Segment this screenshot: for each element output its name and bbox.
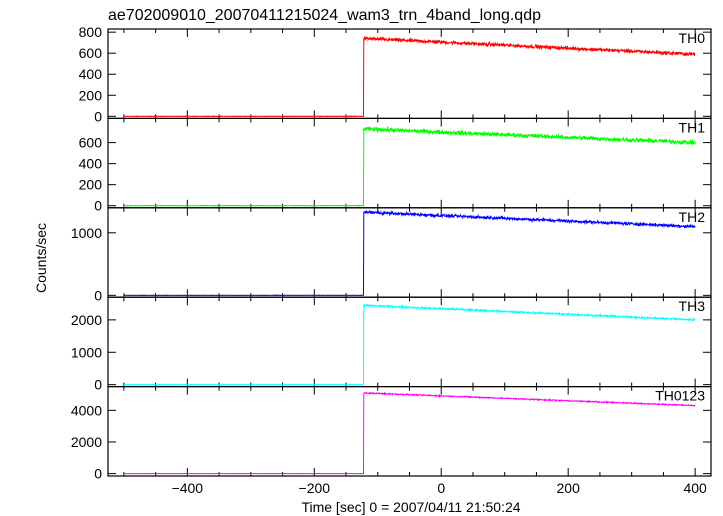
panel-frame [107, 386, 712, 477]
y-tick-label: 400 [79, 66, 103, 82]
series-line-th0123 [123, 391, 696, 475]
series-line-th3 [123, 303, 696, 386]
series-line-th2 [123, 209, 696, 297]
y-tick-label: 1000 [71, 344, 102, 360]
panels-group: 0 200 400 600 800 TH0 0 200 400 600 TH1 0 1000 TH2 0 10… [71, 24, 712, 496]
y-tick-label: 200 [79, 177, 103, 193]
y-tick-label: 0 [94, 377, 102, 393]
x-tick-label: 200 [557, 480, 581, 496]
y-tick-label: 2000 [71, 434, 102, 450]
y-tick-label: 0 [94, 287, 102, 303]
panel-th2: 0 1000 TH2 [71, 207, 712, 303]
series-line-th1 [123, 125, 696, 207]
y-tick-label: 0 [94, 108, 102, 124]
series-line-th0 [123, 35, 696, 118]
series-name-th0: TH0 [679, 30, 706, 46]
y-tick-label: 4000 [71, 402, 102, 418]
x-tick-label: −400 [172, 480, 204, 496]
panel-th3: 0 1000 2000 TH3 [71, 296, 712, 393]
y-tick-label: 800 [79, 24, 103, 40]
y-tick-label: 600 [79, 135, 103, 151]
series-name-th3: TH3 [679, 298, 706, 314]
x-tick-label: 0 [437, 480, 445, 496]
panel-frame [107, 296, 712, 388]
y-tick-label: 2000 [71, 312, 102, 328]
chart-title: ae702009010_20070411215024_wam3_trn_4ban… [108, 7, 541, 24]
series-name-th1: TH1 [679, 119, 706, 135]
panel-frame [107, 207, 712, 298]
y-tick-label: 200 [79, 87, 103, 103]
y-tick-label: 0 [94, 198, 102, 214]
y-tick-label: 400 [79, 156, 103, 172]
panel-th0: 0 200 400 600 800 TH0 [79, 24, 712, 124]
series-name-th0123: TH0123 [655, 388, 705, 404]
x-tick-label: 400 [683, 480, 707, 496]
panel-th1: 0 200 400 600 TH1 [79, 117, 712, 214]
series-name-th2: TH2 [679, 209, 706, 225]
x-axis-label: Time [sec] 0 = 2007/04/11 21:50:24 [301, 499, 520, 515]
y-tick-label: 0 [94, 466, 102, 482]
y-tick-label: 600 [79, 45, 103, 61]
y-axis-label: Counts/sec [33, 223, 49, 293]
panel-th0123: 0 2000 4000 TH0123 [71, 386, 712, 482]
panel-frame [107, 28, 712, 120]
y-tick-label: 1000 [71, 225, 102, 241]
x-tick-label: −200 [299, 480, 331, 496]
